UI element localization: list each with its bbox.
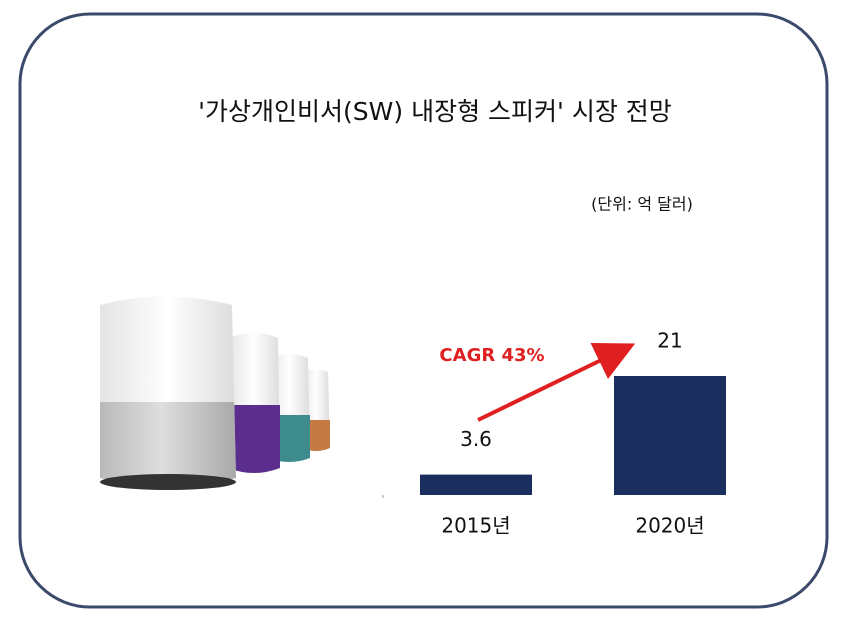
chart-title: '가상개인비서(SW) 내장형 스피커' 시장 전망	[198, 97, 672, 126]
bar	[614, 376, 726, 495]
chart-subtitle: (단위: 억 달러)	[591, 195, 693, 214]
chart: '가상개인비서(SW) 내장형 스피커' 시장 전망 (단위: 억 달러) CA…	[0, 0, 847, 621]
x-tick-label: 2020년	[635, 514, 704, 538]
value-label: 21	[657, 329, 682, 353]
value-label: 3.6	[460, 427, 492, 451]
x-tick-label: 2015년	[441, 514, 510, 538]
bar	[420, 475, 532, 495]
annotation: CAGR 43%	[439, 345, 544, 366]
